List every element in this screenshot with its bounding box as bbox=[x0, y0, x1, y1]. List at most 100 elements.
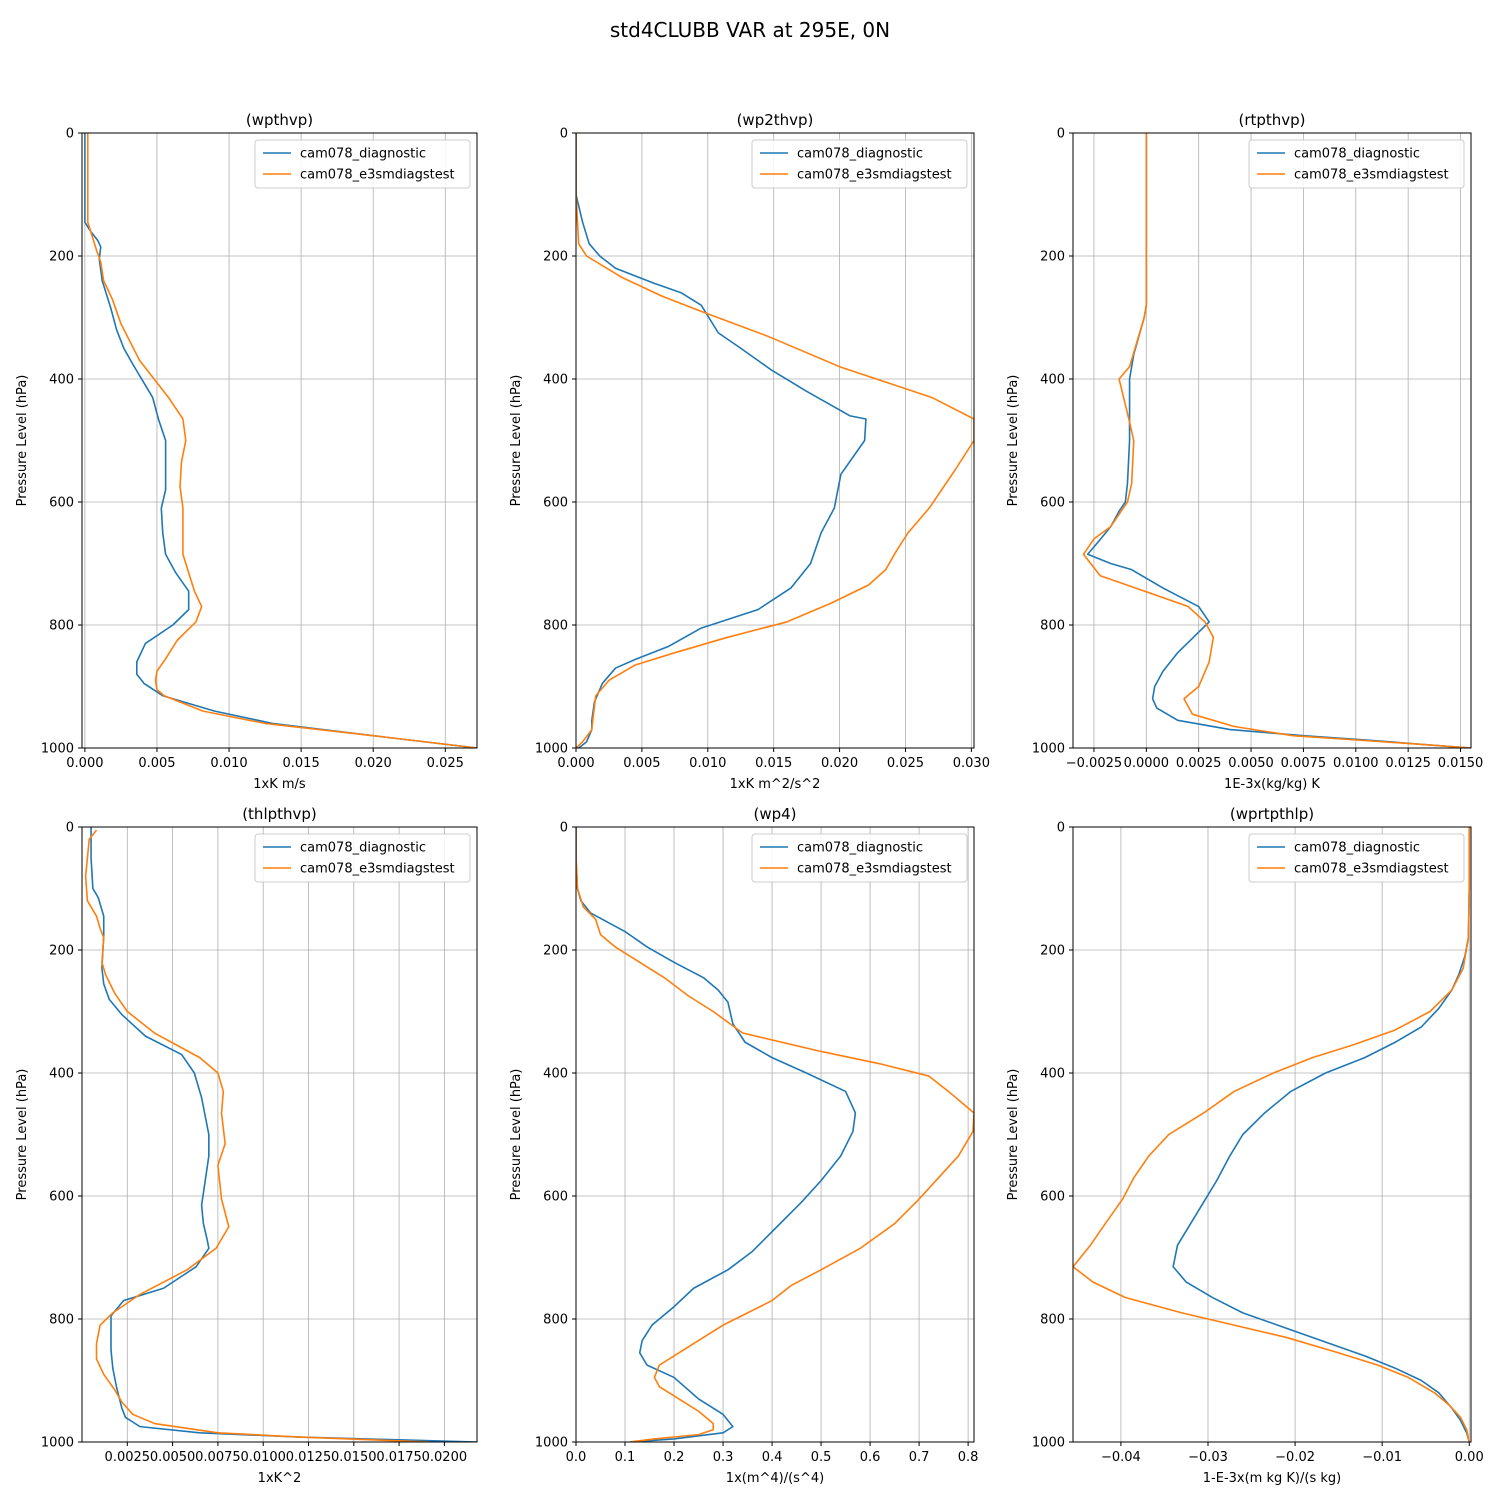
x-axis-label: 1xK m/s bbox=[253, 777, 306, 792]
y-tick-label: 0 bbox=[560, 127, 568, 142]
x-tick-label: 0.00 bbox=[1455, 1450, 1484, 1465]
y-tick-label: 1000 bbox=[41, 1436, 74, 1451]
legend: cam078_diagnostic cam078_e3smdiagstest bbox=[1248, 833, 1465, 883]
x-tick-label: 0.0125 bbox=[286, 1450, 332, 1465]
y-tick-label: 0 bbox=[560, 821, 568, 836]
x-tick-label: 0.030 bbox=[953, 756, 990, 771]
y-tick-label: 800 bbox=[49, 619, 74, 634]
y-tick-label: 1000 bbox=[41, 742, 74, 757]
x-tick-label: 0.0100 bbox=[1333, 756, 1379, 771]
series-line-1 bbox=[576, 133, 974, 748]
axes-frame bbox=[1072, 132, 1472, 749]
series-line-0 bbox=[84, 133, 477, 748]
x-axis-label: 1xK m^2/s^2 bbox=[730, 777, 821, 792]
x-tick-label: 0.0200 bbox=[422, 1450, 468, 1465]
y-tick-label: 400 bbox=[1040, 373, 1065, 388]
series-line-0 bbox=[576, 827, 857, 1442]
legend-label-1: cam078_e3smdiagstest bbox=[300, 168, 455, 183]
legend-label-1: cam078_e3smdiagstest bbox=[300, 862, 455, 877]
x-tick-label: −0.04 bbox=[1101, 1450, 1141, 1465]
y-tick-label: 800 bbox=[49, 1313, 74, 1328]
series-line-1 bbox=[576, 827, 974, 1442]
legend-box bbox=[1248, 833, 1465, 883]
y-tick-label: 200 bbox=[1040, 250, 1065, 265]
subplot-title: (wpthvp) bbox=[246, 111, 313, 129]
x-tick-label: 0.0075 bbox=[1281, 756, 1327, 771]
y-tick-label: 1000 bbox=[1032, 1436, 1065, 1451]
y-tick-label: 600 bbox=[49, 1190, 74, 1205]
x-tick-label: 0.8 bbox=[958, 1450, 979, 1465]
x-tick-label: 0.0050 bbox=[150, 1450, 196, 1465]
y-tick-label: 600 bbox=[49, 496, 74, 511]
legend-box bbox=[751, 833, 968, 883]
series-line-0 bbox=[1086, 133, 1471, 748]
x-tick-label: 0.015 bbox=[755, 756, 792, 771]
series-line-1 bbox=[84, 829, 430, 1442]
x-tick-label: 0.025 bbox=[887, 756, 924, 771]
legend-label-1: cam078_e3smdiagstest bbox=[1294, 862, 1449, 877]
y-tick-label: 200 bbox=[543, 250, 568, 265]
subplot-title: (rtpthvp) bbox=[1238, 111, 1305, 129]
x-tick-label: 0.6 bbox=[860, 1450, 881, 1465]
y-axis-label: Pressure Level (hPa) bbox=[509, 375, 524, 507]
x-tick-label: 0.5 bbox=[811, 1450, 832, 1465]
y-axis-label: Pressure Level (hPa) bbox=[15, 375, 30, 507]
legend-label-1: cam078_e3smdiagstest bbox=[797, 168, 952, 183]
legend: cam078_diagnostic cam078_e3smdiagstest bbox=[751, 139, 968, 189]
x-tick-label: 0.020 bbox=[355, 756, 392, 771]
subplot-title: (wprtpthlp) bbox=[1230, 805, 1314, 823]
subplot-2: −0.0025 0.0000 0.0025 0.0050 0.0075 0.0100 0.0… bbox=[1006, 111, 1483, 792]
x-tick-label: 0.020 bbox=[821, 756, 858, 771]
x-tick-label: −0.0025 bbox=[1066, 756, 1122, 771]
x-axis-label: 1E-3x(kg/kg) K bbox=[1224, 777, 1320, 792]
x-tick-label: 0.0000 bbox=[1124, 756, 1170, 771]
series-line-1 bbox=[86, 133, 477, 748]
y-tick-label: 800 bbox=[1040, 1313, 1065, 1328]
legend-label-1: cam078_e3smdiagstest bbox=[1294, 168, 1449, 183]
legend: cam078_diagnostic cam078_e3smdiagstest bbox=[1248, 139, 1465, 189]
y-tick-label: 200 bbox=[49, 944, 74, 959]
x-tick-label: 0.3 bbox=[713, 1450, 734, 1465]
x-tick-label: 0.7 bbox=[909, 1450, 930, 1465]
y-axis-label: Pressure Level (hPa) bbox=[1006, 1069, 1021, 1201]
y-tick-label: 400 bbox=[49, 373, 74, 388]
subplot-5: −0.04 −0.03 −0.02 −0.01 0.00 0 200 400 600 800 100… bbox=[1006, 805, 1484, 1486]
y-tick-label: 400 bbox=[1040, 1067, 1065, 1082]
x-tick-label: 0.005 bbox=[623, 756, 660, 771]
series-line-0 bbox=[576, 133, 867, 748]
subplot-0: 0.000 0.005 0.010 0.015 0.020 0.025 0 200 400 600… bbox=[15, 111, 478, 792]
y-tick-label: 400 bbox=[543, 1067, 568, 1082]
x-tick-label: 0.0025 bbox=[105, 1450, 151, 1465]
y-tick-label: 0 bbox=[66, 821, 74, 836]
subplot-4: 0.0 0.1 0.2 0.3 0.4 0.5 0.6 0.7 0.8 0 200 400 600 800… bbox=[509, 805, 978, 1486]
y-axis-label: Pressure Level (hPa) bbox=[15, 1069, 30, 1201]
x-tick-label: 0.025 bbox=[427, 756, 464, 771]
legend-label-0: cam078_diagnostic bbox=[300, 841, 426, 856]
y-tick-label: 0 bbox=[1057, 127, 1065, 142]
x-axis-label: 1xK^2 bbox=[258, 1471, 302, 1486]
y-tick-label: 600 bbox=[1040, 496, 1065, 511]
x-tick-label: 0.4 bbox=[762, 1450, 783, 1465]
x-tick-label: 0.2 bbox=[664, 1450, 685, 1465]
x-tick-label: 0.0075 bbox=[195, 1450, 241, 1465]
x-tick-label: 0.0150 bbox=[1438, 756, 1484, 771]
x-tick-label: 0.010 bbox=[689, 756, 726, 771]
x-axis-label: 1-E-3x(m kg K)/(s kg) bbox=[1203, 1471, 1341, 1486]
subplots: 0.000 0.005 0.010 0.015 0.020 0.0250200400600… bbox=[15, 111, 1484, 1486]
y-tick-label: 800 bbox=[543, 1313, 568, 1328]
x-tick-label: −0.03 bbox=[1188, 1450, 1228, 1465]
y-tick-label: 200 bbox=[543, 944, 568, 959]
x-tick-label: 0.000 bbox=[557, 756, 594, 771]
y-tick-label: 600 bbox=[543, 1190, 568, 1205]
legend-box bbox=[1248, 139, 1465, 189]
y-tick-label: 0 bbox=[1057, 821, 1065, 836]
legend-box bbox=[254, 139, 471, 189]
y-tick-label: 1000 bbox=[535, 1436, 568, 1451]
x-tick-label: 0.0150 bbox=[331, 1450, 377, 1465]
y-tick-label: 600 bbox=[1040, 1190, 1065, 1205]
x-tick-label: 0.015 bbox=[283, 756, 320, 771]
x-tick-label: 0.000 bbox=[66, 756, 103, 771]
legend-label-0: cam078_diagnostic bbox=[1294, 147, 1420, 162]
